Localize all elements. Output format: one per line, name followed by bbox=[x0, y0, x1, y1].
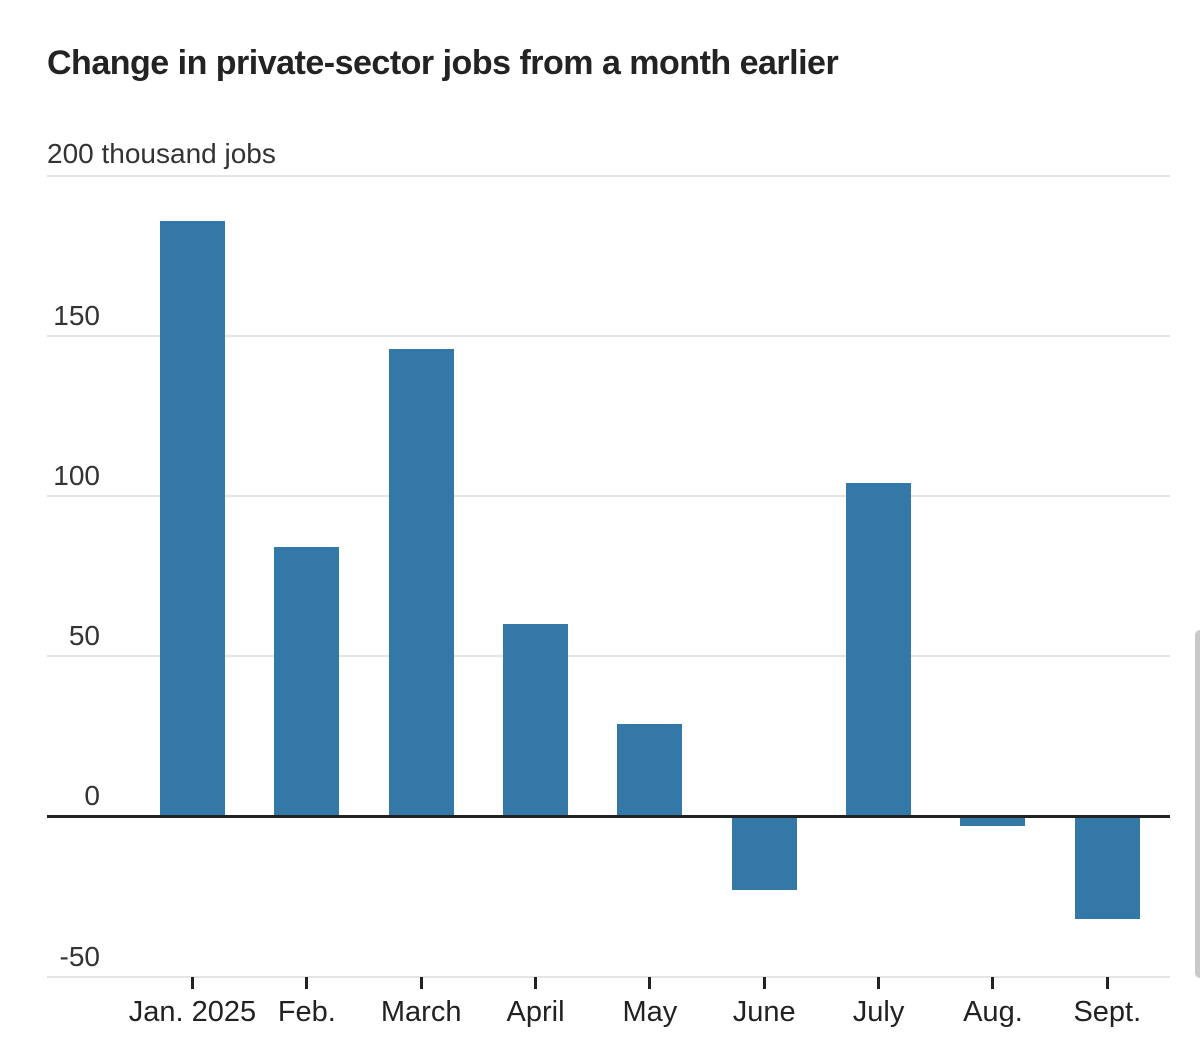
x-axis-label-june: June bbox=[732, 996, 796, 1028]
y-axis-label-100: 100 bbox=[53, 460, 100, 492]
bar-july bbox=[846, 483, 912, 817]
x-axis-label-feb: Feb. bbox=[277, 996, 336, 1028]
x-axis-label-july: July bbox=[852, 996, 905, 1028]
chart-title: Change in private-sector jobs from a mon… bbox=[47, 44, 839, 82]
x-axis-label-sept: Sept. bbox=[1073, 996, 1142, 1028]
bar-april bbox=[503, 624, 569, 817]
x-tick-aug bbox=[991, 977, 995, 989]
x-axis-label-aug: Aug. bbox=[963, 996, 1023, 1028]
x-axis-label-march: March bbox=[380, 996, 462, 1028]
x-tick-jan-2025 bbox=[191, 977, 194, 989]
bar-june bbox=[731, 816, 797, 891]
x-axis-label-april: April bbox=[506, 996, 565, 1028]
bar-aug bbox=[960, 816, 1026, 827]
x-tick-sept bbox=[1105, 977, 1109, 989]
x-tick-may bbox=[648, 977, 652, 989]
y-axis-unit-label: 200 thousand jobs bbox=[47, 138, 276, 169]
bar-march bbox=[388, 348, 454, 817]
gridline-100 bbox=[47, 495, 1170, 498]
vertical-scrollbar-thumb[interactable] bbox=[1195, 630, 1200, 978]
x-axis-label-jan-2025: Jan. 2025 bbox=[128, 996, 257, 1028]
gridline-50 bbox=[47, 655, 1170, 658]
zero-axis-line bbox=[47, 814, 1170, 818]
y-axis-label-150: 150 bbox=[53, 300, 100, 332]
x-tick-feb bbox=[305, 977, 309, 989]
bar-may bbox=[617, 723, 683, 817]
y-axis-label-50: 50 bbox=[68, 620, 100, 652]
gridline-150 bbox=[47, 335, 1170, 338]
bar-feb bbox=[274, 547, 340, 817]
x-tick-april bbox=[534, 977, 538, 989]
x-tick-june bbox=[762, 977, 766, 989]
gridline--50 bbox=[47, 975, 1170, 978]
x-tick-march bbox=[419, 977, 423, 989]
x-tick-july bbox=[877, 977, 881, 989]
bar-sept bbox=[1074, 816, 1140, 919]
x-axis-label-may: May bbox=[622, 996, 678, 1028]
gridline-200 bbox=[47, 175, 1170, 177]
y-axis-label-0: 0 bbox=[84, 780, 100, 812]
bar-jan-2025 bbox=[160, 220, 225, 817]
y-axis-label--50: -50 bbox=[59, 940, 100, 972]
